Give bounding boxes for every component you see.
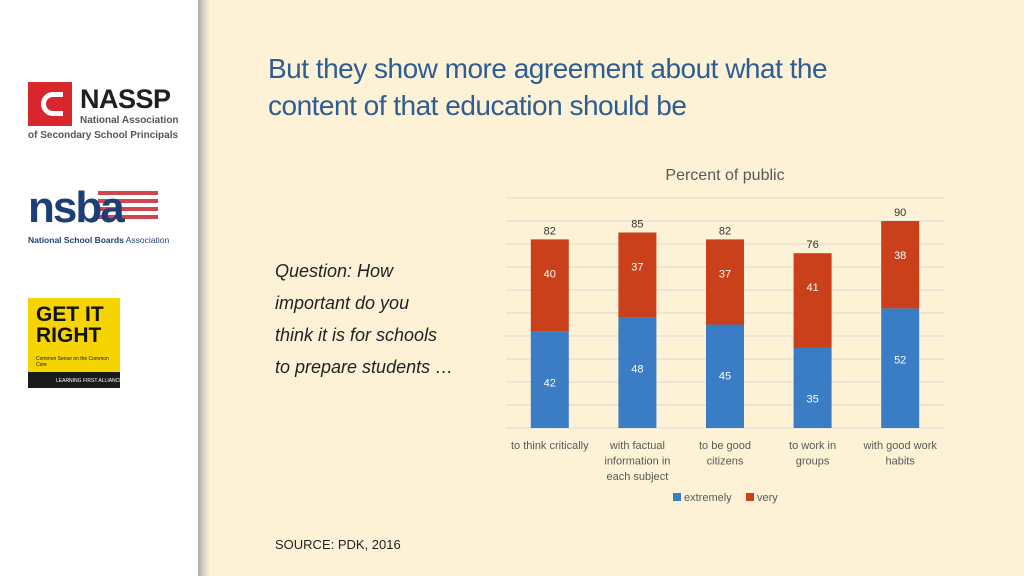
data-label-very: 37 (719, 268, 731, 280)
data-label-total: 85 (631, 219, 643, 231)
gir-line1: GET IT (36, 303, 104, 326)
nsba-logo-word: nsba (28, 183, 125, 232)
stacked-bar-chart: Percent of public 42 40 82 to think critical… (490, 150, 960, 530)
source-note: SOURCE: PDK, 2016 (275, 537, 401, 552)
bar-very (530, 239, 569, 332)
gir-band (28, 372, 120, 388)
nassp-logo-line2: of Secondary School Principals (28, 130, 179, 141)
data-label-extremely: 42 (544, 377, 556, 389)
get-it-right-logo: GET IT RIGHT Common Sense on the Common … (28, 298, 123, 388)
question-text: Question: How important do you think it … (275, 255, 475, 383)
question-line: think it is for schools (275, 325, 438, 345)
data-label-total: 82 (544, 225, 556, 237)
category-label: to be good (699, 440, 751, 452)
category-label: habits (886, 456, 916, 468)
category-label: to work in (789, 440, 836, 452)
data-label-very: 38 (894, 250, 906, 262)
data-label-total: 90 (894, 207, 906, 219)
data-label-very: 37 (631, 262, 643, 274)
slide-title-line2: content of that education should be (268, 90, 687, 121)
question-line: important do you (275, 293, 410, 313)
data-label-extremely: 45 (719, 371, 731, 383)
nsba-logo: nsba National School Boards Association (28, 183, 169, 247)
bar-extremely (881, 308, 920, 428)
category-label: with factual (609, 440, 665, 452)
data-label-extremely: 35 (806, 394, 818, 406)
data-label-total: 76 (806, 239, 818, 251)
bar-extremely (793, 347, 832, 428)
nsba-logo-sub: National School Boards Association (28, 235, 169, 245)
gir-logo-text: GET IT RIGHT (36, 304, 104, 346)
sidebar-divider (198, 0, 210, 576)
gir-band-text: LEARNING FIRST ALLIANCE (56, 378, 123, 384)
bar-extremely (530, 331, 569, 428)
bar-very (618, 232, 657, 318)
chart-title: Percent of public (665, 167, 784, 184)
legend-label-very: very (757, 492, 778, 504)
data-label-very: 40 (544, 268, 556, 280)
nassp-logo-name: NASSP (80, 84, 171, 114)
legend-label-extremely: extremely (684, 492, 732, 504)
data-label-extremely: 48 (631, 364, 643, 376)
legend-swatch-extremely (673, 493, 681, 501)
bar-extremely (618, 317, 657, 428)
bar-very (706, 239, 744, 325)
slide-title: But they show more agreement about what … (268, 50, 968, 124)
nsba-sub-rest: Association (123, 235, 170, 245)
category-label: with good work (863, 440, 938, 452)
gir-line2: RIGHT (36, 324, 102, 347)
gir-tagline: Common Sense on the Common Core (36, 356, 109, 368)
nassp-logo: NASSP National Association of Secondary … (28, 82, 190, 146)
bar-very (793, 253, 832, 348)
bar-extremely (706, 324, 744, 428)
question-line: to prepare students … (275, 357, 454, 377)
legend-swatch-very (746, 493, 754, 501)
data-label-very: 41 (806, 282, 818, 294)
category-label: groups (796, 456, 830, 468)
bar-very (881, 221, 920, 309)
data-label-total: 82 (719, 225, 731, 237)
nassp-mark-icon (28, 82, 72, 126)
nassp-logo-line1: National Association (80, 115, 179, 126)
data-label-extremely: 52 (894, 354, 906, 366)
question-line: Question: How (275, 261, 394, 281)
category-label: each subject (607, 471, 669, 483)
category-label: citizens (707, 456, 744, 468)
slide-title-line1: But they show more agreement about what … (268, 53, 828, 84)
category-label: information in (604, 456, 670, 468)
nsba-flag-icon (98, 191, 158, 221)
category-label: to think critically (511, 440, 589, 452)
nsba-sub-bold: National School Boards (28, 235, 124, 245)
chart-svg: Percent of public 42 40 82 to think critical… (506, 167, 944, 504)
